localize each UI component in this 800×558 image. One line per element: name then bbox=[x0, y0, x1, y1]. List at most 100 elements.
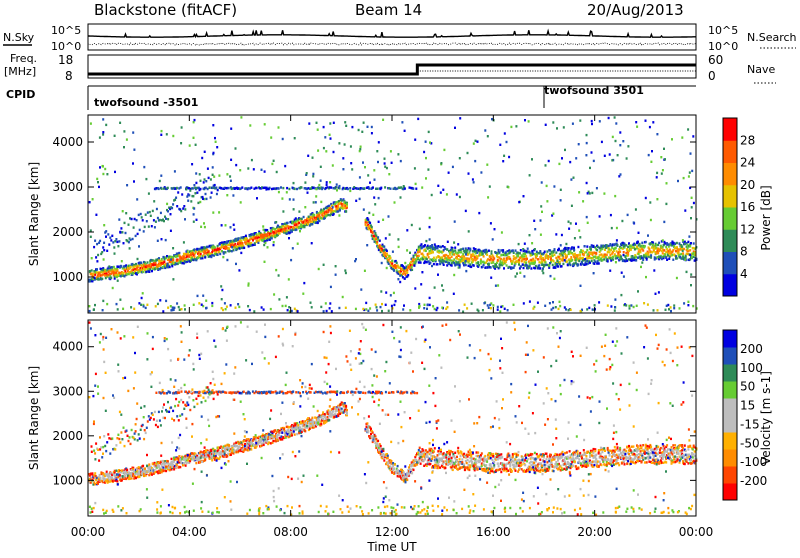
scatter-cell bbox=[507, 309, 509, 311]
scatter-cell bbox=[119, 299, 121, 301]
scatter-cell bbox=[512, 260, 514, 262]
scatter-cell bbox=[119, 231, 121, 233]
scatter-cell bbox=[440, 246, 442, 248]
scatter-cell bbox=[429, 297, 431, 299]
scatter-cell bbox=[618, 248, 620, 250]
scatter-cell bbox=[125, 232, 127, 234]
scatter-cell bbox=[665, 309, 667, 311]
scatter-cell bbox=[419, 251, 421, 253]
scatter-cell bbox=[380, 290, 382, 292]
scatter-cell bbox=[614, 243, 616, 245]
scatter-cell bbox=[227, 453, 229, 455]
scatter-cell bbox=[623, 275, 625, 277]
scatter-cell bbox=[658, 291, 660, 293]
scatter-cell bbox=[691, 256, 693, 258]
scatter-cell bbox=[486, 254, 488, 256]
scatter-cell bbox=[233, 249, 235, 251]
scatter-cell bbox=[396, 262, 398, 264]
scatter-cell bbox=[133, 308, 135, 310]
scatter-cell bbox=[126, 469, 128, 471]
scatter-cell bbox=[226, 447, 228, 449]
scatter-cell bbox=[111, 235, 113, 237]
scatter-cell bbox=[210, 450, 212, 452]
scatter-cell bbox=[195, 144, 197, 146]
scatter-cell bbox=[593, 246, 595, 248]
scatter-cell bbox=[559, 263, 561, 265]
scatter-cell bbox=[570, 256, 572, 258]
scatter-cell bbox=[427, 168, 429, 170]
scatter-cell bbox=[140, 304, 142, 306]
scatter-cell bbox=[278, 126, 280, 128]
scatter-cell bbox=[571, 205, 573, 207]
scatter-cell bbox=[656, 172, 658, 174]
scatter-cell bbox=[129, 475, 131, 477]
scatter-cell bbox=[225, 251, 227, 253]
scatter-cell bbox=[199, 173, 201, 175]
scatter-cell bbox=[109, 237, 111, 239]
scatter-cell bbox=[415, 183, 417, 185]
scatter-cell bbox=[163, 220, 165, 222]
scatter-cell bbox=[176, 205, 178, 207]
scatter-cell bbox=[528, 260, 530, 262]
scatter-cell bbox=[170, 258, 172, 260]
scatter-cell bbox=[149, 211, 151, 213]
scatter-cell bbox=[446, 264, 448, 266]
scatter-cell bbox=[110, 277, 112, 279]
scatter-cell bbox=[440, 191, 442, 193]
scatter-cell bbox=[538, 258, 540, 260]
scatter-cell bbox=[249, 238, 251, 240]
scatter-cell bbox=[116, 276, 118, 278]
scatter-cell bbox=[312, 157, 314, 159]
scatter-cell bbox=[228, 447, 230, 449]
scatter-cell bbox=[281, 231, 283, 233]
scatter-cell bbox=[157, 303, 159, 305]
scatter-cell bbox=[622, 140, 624, 142]
scatter-cell bbox=[391, 262, 393, 264]
scatter-cell bbox=[294, 308, 296, 310]
scatter-cell bbox=[541, 211, 543, 213]
scatter-cell bbox=[663, 221, 665, 223]
scatter-cell bbox=[464, 304, 466, 306]
scatter-cell bbox=[406, 249, 408, 251]
scatter-cell bbox=[264, 170, 266, 172]
scatter-cell bbox=[446, 193, 448, 195]
scatter-cell bbox=[316, 188, 318, 190]
scatter-cell bbox=[505, 251, 507, 253]
scatter-cell bbox=[532, 253, 534, 255]
scatter-cell bbox=[153, 200, 155, 202]
scatter-cell bbox=[666, 182, 668, 184]
scatter-cell bbox=[604, 155, 606, 157]
scatter-cell bbox=[520, 265, 522, 267]
scatter-cell bbox=[217, 254, 219, 256]
scatter-cell bbox=[239, 240, 241, 242]
scatter-cell bbox=[599, 120, 601, 122]
scatter-cell bbox=[592, 308, 594, 310]
scatter-cell bbox=[336, 201, 338, 203]
scatter-cell bbox=[625, 252, 627, 254]
scatter-cell bbox=[306, 425, 308, 427]
scatter-cell bbox=[206, 198, 208, 200]
scatter-cell bbox=[518, 201, 520, 203]
scatter-cell bbox=[300, 223, 302, 225]
scatter-cell bbox=[294, 433, 296, 435]
scatter-cell bbox=[367, 126, 369, 128]
freq-trace bbox=[88, 65, 696, 74]
cpid-segment-1: twofsound -3501 bbox=[94, 96, 198, 109]
scatter-cell bbox=[454, 247, 456, 249]
scatter-cell bbox=[690, 217, 692, 219]
scatter-cell bbox=[500, 306, 502, 308]
scatter-cell bbox=[333, 210, 335, 212]
scatter-cell bbox=[172, 306, 174, 308]
scatter-cell bbox=[221, 298, 223, 300]
scatter-cell bbox=[414, 287, 416, 289]
scatter-cell bbox=[364, 270, 366, 272]
scatter-cell bbox=[133, 180, 135, 182]
scatter-cell bbox=[268, 236, 270, 238]
scatter-cell bbox=[172, 259, 174, 261]
scatter-cell bbox=[518, 263, 520, 265]
scatter-cell bbox=[197, 202, 199, 204]
scatter-cell bbox=[443, 149, 445, 151]
scatter-cell bbox=[333, 151, 335, 153]
scatter-cell bbox=[656, 133, 658, 135]
